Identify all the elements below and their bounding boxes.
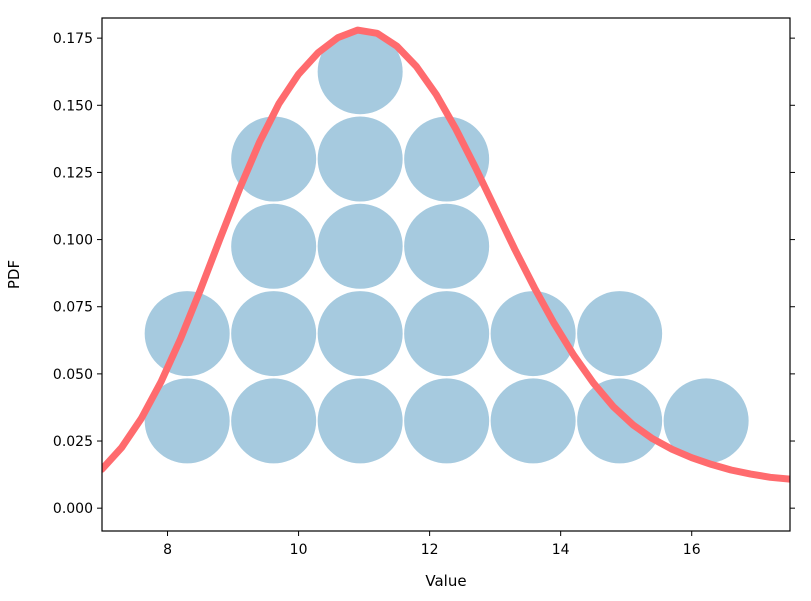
data-dot-16: [231, 116, 317, 202]
y-axis-label: PDF: [5, 260, 23, 289]
data-dot-4: [490, 378, 576, 464]
curve-layer: [102, 26, 790, 483]
x-tick-label: 16: [683, 542, 701, 558]
x-tick-label: 12: [421, 542, 439, 558]
data-dot-18: [404, 116, 490, 202]
data-dot-0: [144, 378, 230, 464]
data-dot-13: [231, 203, 317, 289]
y-tick-label: 0.050: [53, 367, 93, 383]
data-dot-6: [663, 378, 749, 464]
y-tick-label: 0.125: [53, 165, 93, 181]
data-dot-10: [404, 291, 490, 377]
data-dot-15: [404, 203, 490, 289]
data-dot-17: [317, 116, 403, 202]
y-tick-label: 0.150: [53, 98, 93, 114]
data-dot-11: [490, 291, 576, 377]
data-dot-2: [317, 378, 403, 464]
x-axis-ticks: 8 10 12 14 16: [163, 531, 701, 558]
plot-frame: [101, 17, 791, 532]
y-tick-label: 0.000: [53, 501, 93, 517]
y-tick-label: 0.175: [53, 31, 93, 47]
data-dot-19: [317, 29, 403, 115]
pdf-curve: [102, 26, 790, 483]
y-tick-label: 0.100: [53, 233, 93, 249]
x-tick-label: 14: [552, 542, 570, 558]
data-dot-7: [144, 291, 230, 377]
data-dot-9: [317, 291, 403, 377]
data-dot-8: [231, 291, 317, 377]
data-dot-12: [577, 291, 663, 377]
data-dot-3: [404, 378, 490, 464]
y-tick-label: 0.025: [53, 434, 93, 450]
x-tick-label: 10: [290, 542, 308, 558]
y-tick-label: 0.075: [53, 300, 93, 316]
x-tick-label: 8: [163, 542, 172, 558]
x-axis-label: Value: [425, 572, 466, 590]
data-dot-5: [577, 378, 663, 464]
y-axis-ticks: 0.000 0.025 0.050 0.075 0.100 0.125 0.150 0.175: [53, 31, 795, 517]
data-dot-1: [231, 378, 317, 464]
data-dot-14: [317, 203, 403, 289]
dots-layer: [144, 29, 749, 464]
